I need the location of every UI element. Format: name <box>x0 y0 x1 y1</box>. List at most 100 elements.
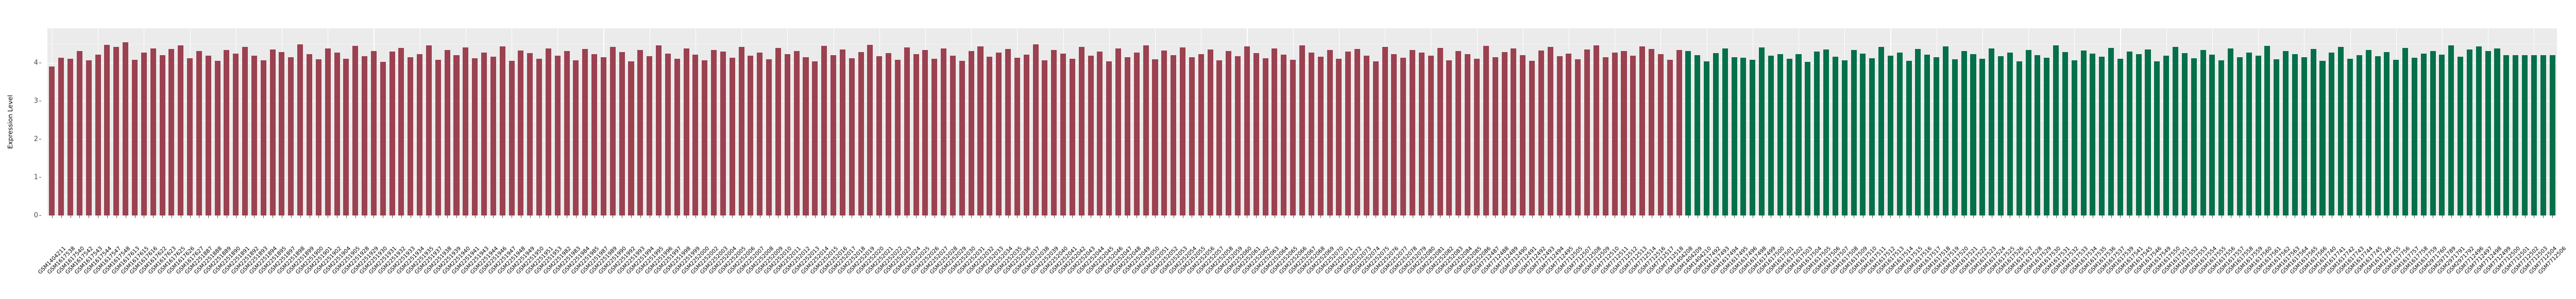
bar[interactable] <box>2393 59 2399 215</box>
bar[interactable] <box>352 46 359 215</box>
bar[interactable] <box>831 55 837 215</box>
bar[interactable] <box>1354 49 1361 215</box>
bar[interactable] <box>1915 49 1921 215</box>
bar[interactable] <box>1667 59 1673 215</box>
bar[interactable] <box>2347 58 2353 215</box>
bar[interactable] <box>2411 58 2417 215</box>
bar[interactable] <box>2053 45 2059 215</box>
bar[interactable] <box>1051 49 1057 215</box>
bar[interactable] <box>1529 60 1535 215</box>
bar[interactable] <box>1768 56 1774 215</box>
bar[interactable] <box>1704 61 1710 215</box>
bar[interactable] <box>1317 56 1324 215</box>
bar[interactable] <box>2007 53 2013 215</box>
bar[interactable] <box>2503 55 2510 215</box>
bar[interactable] <box>849 58 855 215</box>
bar[interactable] <box>1501 52 1507 215</box>
bar[interactable] <box>2126 52 2132 215</box>
bar[interactable] <box>812 61 818 215</box>
bar[interactable] <box>1832 56 1838 215</box>
bar[interactable] <box>490 56 496 215</box>
bar[interactable] <box>1896 52 1903 215</box>
bar[interactable] <box>2292 54 2298 215</box>
bar[interactable] <box>665 53 671 215</box>
bar[interactable] <box>499 46 505 215</box>
bar[interactable] <box>2191 58 2197 215</box>
bar[interactable] <box>1244 46 1250 215</box>
bar[interactable] <box>1492 57 1498 215</box>
bar[interactable] <box>2365 49 2371 215</box>
bar[interactable] <box>1272 48 1278 215</box>
bar[interactable] <box>325 48 331 215</box>
bar[interactable] <box>86 60 92 215</box>
bar[interactable] <box>1207 49 1213 215</box>
bar[interactable] <box>2494 48 2500 215</box>
bar[interactable] <box>205 56 211 215</box>
bar[interactable] <box>692 55 699 215</box>
bar[interactable] <box>1511 48 1517 215</box>
bar[interactable] <box>187 58 193 215</box>
bar[interactable] <box>233 53 239 215</box>
bar[interactable] <box>1262 58 1268 215</box>
bar[interactable] <box>141 52 147 215</box>
bar[interactable] <box>628 61 634 215</box>
bar[interactable] <box>655 45 662 215</box>
bar[interactable] <box>1483 46 1489 215</box>
bar[interactable] <box>2420 53 2427 215</box>
bar[interactable] <box>1473 58 1480 215</box>
bar[interactable] <box>950 55 956 215</box>
bar[interactable] <box>1750 59 1756 215</box>
bar[interactable] <box>2522 55 2528 215</box>
bar[interactable] <box>2513 55 2519 215</box>
bar[interactable] <box>67 59 74 215</box>
bar[interactable] <box>1676 49 1682 215</box>
bar[interactable] <box>518 50 524 215</box>
bar[interactable] <box>178 45 184 215</box>
bar[interactable] <box>2264 46 2270 215</box>
bar[interactable] <box>876 56 883 215</box>
bar[interactable] <box>1078 47 1084 215</box>
bar[interactable] <box>784 54 790 215</box>
bar[interactable] <box>2062 52 2068 215</box>
bar[interactable] <box>1593 45 1599 215</box>
bar[interactable] <box>1851 50 1857 215</box>
bar[interactable] <box>1906 60 1912 215</box>
bar[interactable] <box>1115 48 1122 215</box>
bar[interactable] <box>1143 45 1149 215</box>
bar[interactable] <box>527 53 533 215</box>
bar[interactable] <box>2044 58 2050 215</box>
bar[interactable] <box>1400 58 1406 215</box>
bar[interactable] <box>370 51 377 215</box>
bar[interactable] <box>1952 59 1958 215</box>
bar[interactable] <box>931 59 938 215</box>
bar[interactable] <box>1786 59 1792 215</box>
bar[interactable] <box>417 54 423 215</box>
bar[interactable] <box>463 47 469 215</box>
bar[interactable] <box>334 53 340 215</box>
bar[interactable] <box>242 47 248 215</box>
bar[interactable] <box>1410 49 1416 215</box>
bar[interactable] <box>1805 62 1811 215</box>
bar[interactable] <box>306 54 313 215</box>
bar[interactable] <box>2181 53 2188 215</box>
bar[interactable] <box>2476 46 2482 215</box>
bar[interactable] <box>2025 49 2031 215</box>
bar[interactable] <box>2310 49 2316 215</box>
bar[interactable] <box>600 57 606 215</box>
bar[interactable] <box>1308 52 1314 215</box>
bar[interactable] <box>1281 55 1287 215</box>
bar[interactable] <box>803 57 809 215</box>
bar[interactable] <box>2430 51 2436 215</box>
bar[interactable] <box>1336 59 1342 215</box>
bar[interactable] <box>2319 60 2326 215</box>
bar[interactable] <box>977 46 984 215</box>
bar[interactable] <box>913 54 919 215</box>
bar[interactable] <box>2466 49 2473 215</box>
bar[interactable] <box>1060 53 1066 215</box>
bar[interactable] <box>2255 55 2261 215</box>
bar[interactable] <box>748 56 754 215</box>
bar[interactable] <box>1685 51 1691 215</box>
bar[interactable] <box>1961 51 1967 215</box>
bar[interactable] <box>1124 57 1130 215</box>
bar[interactable] <box>867 44 873 215</box>
